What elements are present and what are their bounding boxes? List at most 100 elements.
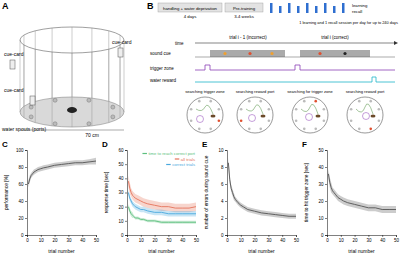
y-tick-mark (225, 201, 227, 202)
y-tick: 0 (321, 233, 327, 238)
x-axis: 01020304050 (126, 235, 199, 243)
x-tick: 20 (353, 235, 359, 243)
port (314, 128, 317, 131)
legend-swatch (142, 153, 147, 154)
legend-label: time to reach correct port (148, 151, 195, 156)
y-tick-mark (25, 150, 27, 151)
y-tick-label: 40 (118, 176, 124, 181)
session-tick (342, 3, 345, 13)
series-line (128, 181, 196, 208)
y-axis: 0246810 (218, 148, 227, 238)
x-tick: 30 (66, 235, 72, 243)
cue-card-label: cue-card (112, 39, 132, 45)
port (268, 119, 271, 122)
port (378, 108, 381, 111)
x-tick-mark (341, 235, 342, 237)
cue-card-label: cue-card (4, 51, 24, 57)
x-tick: 40 (180, 235, 186, 243)
port (53, 98, 57, 102)
port (295, 119, 298, 122)
y-tick-label: 10 (318, 216, 324, 221)
y-tick-label: 0 (221, 233, 224, 238)
legend-label: correct trials (172, 162, 195, 167)
cue-card-shape (30, 96, 35, 105)
x-tick-mark (368, 235, 369, 237)
port (111, 115, 115, 119)
port (314, 100, 317, 103)
y-tick-mark (125, 207, 127, 208)
x-tick: 10 (139, 235, 145, 243)
y-axis-title: time to hit trigger zone [sec] (304, 163, 309, 222)
y-tick-mark (325, 235, 327, 236)
x-tick: 40 (280, 235, 286, 243)
port (190, 108, 193, 111)
y-tick: 40 (18, 199, 27, 204)
port-visit (343, 52, 346, 55)
time-label: time (175, 41, 184, 46)
x-tick-mark (55, 235, 56, 237)
x-tick-mark (396, 235, 397, 237)
cue-period (210, 50, 285, 57)
y-axis-line (25, 151, 28, 236)
y-tick: 6 (221, 182, 227, 187)
port-visit (223, 52, 226, 55)
series-line (328, 174, 396, 210)
panel-b: Bhandling + water deprivation4 daysPre-t… (147, 1, 398, 133)
y-tick-mark (25, 235, 27, 236)
x-tick-label: 30 (66, 238, 72, 243)
x-axis-title: trial number (248, 248, 275, 254)
x-axis-title: trial number (148, 248, 175, 254)
mouse-path (196, 105, 213, 114)
port (358, 100, 361, 103)
x-tick-mark (282, 235, 283, 237)
arena-wall (124, 40, 125, 112)
series-line (28, 161, 96, 184)
phase-label: searching reward port (346, 89, 386, 94)
y-tick-mark (125, 150, 127, 151)
y-tick: 20 (18, 216, 27, 221)
x-tick-label: 40 (380, 238, 386, 243)
x-tick-label: 20 (253, 238, 259, 243)
arena-top (237, 97, 273, 133)
port (295, 108, 298, 111)
arena-wall (120, 35, 121, 106)
y-tick-mark (25, 184, 27, 185)
signal-label: sound cue (150, 51, 171, 56)
port (198, 128, 201, 131)
y-tick: 10 (318, 216, 327, 221)
x-axis: 01020304050 (326, 235, 399, 243)
y-tick-mark (25, 201, 27, 202)
x-tick: 50 (294, 235, 300, 243)
port (303, 128, 306, 131)
y-tick: 60 (118, 148, 127, 153)
y-axis-line (225, 151, 228, 236)
x-tick: 0 (26, 235, 29, 243)
y-tick-mark (325, 218, 327, 219)
y-axis: 0102030405060 (118, 148, 127, 238)
x-tick: 0 (126, 235, 129, 243)
x-axis: 01020304050 (26, 235, 99, 243)
recall-label: recall (352, 9, 362, 14)
ports-label: water spouts (ports) (2, 126, 47, 132)
y-tick-label: 0 (21, 233, 24, 238)
panel-label: F (302, 140, 307, 149)
y-tick-mark (225, 184, 227, 185)
x-tick-label: 40 (80, 238, 86, 243)
arena-wall (91, 28, 92, 98)
y-tick: 8 (221, 165, 227, 170)
session-tick (333, 6, 336, 13)
x-tick-mark (141, 235, 142, 237)
x-tick-mark (96, 235, 97, 237)
y-tick-label: 60 (18, 182, 24, 187)
size-label: 70 cm (85, 132, 99, 138)
x-tick: 50 (394, 235, 400, 243)
x-tick-label: 40 (280, 238, 286, 243)
mouse-path (246, 105, 263, 114)
port (303, 100, 306, 103)
port (358, 128, 361, 131)
x-tick: 10 (39, 235, 45, 243)
x-tick-mark (182, 235, 183, 237)
y-tick-mark (225, 235, 227, 236)
port (378, 119, 381, 122)
y-tick-label: 60 (118, 148, 124, 153)
